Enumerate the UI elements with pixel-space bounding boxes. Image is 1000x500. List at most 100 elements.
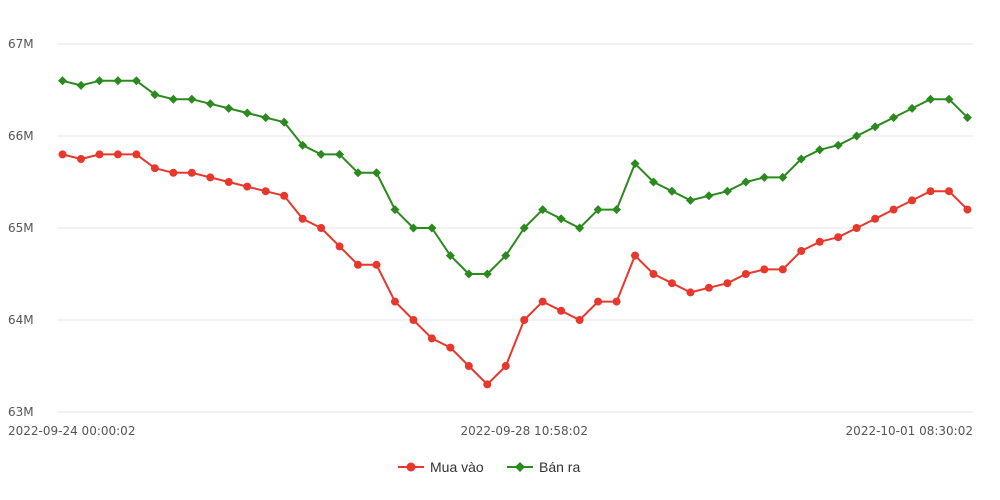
data-point[interactable] — [335, 149, 345, 159]
data-point[interactable] — [741, 177, 751, 187]
data-point[interactable] — [169, 168, 178, 177]
data-point[interactable] — [113, 76, 123, 86]
data-point[interactable] — [483, 380, 492, 389]
data-point[interactable] — [815, 145, 825, 155]
data-point[interactable] — [187, 168, 196, 177]
data-point[interactable] — [58, 76, 68, 86]
data-point[interactable] — [796, 154, 806, 164]
data-point[interactable] — [741, 270, 750, 278]
data-point[interactable] — [77, 155, 86, 163]
data-point[interactable] — [557, 306, 566, 315]
data-point[interactable] — [723, 279, 732, 288]
data-point[interactable] — [132, 150, 141, 159]
data-point[interactable] — [335, 242, 344, 251]
data-point[interactable] — [722, 186, 732, 196]
data-point[interactable] — [870, 122, 880, 132]
data-point[interactable] — [833, 140, 843, 150]
data-point[interactable] — [520, 316, 529, 324]
data-point[interactable] — [427, 334, 436, 343]
data-point[interactable] — [907, 103, 917, 113]
data-point[interactable] — [519, 223, 529, 233]
data-point[interactable] — [242, 108, 252, 118]
data-point[interactable] — [612, 297, 621, 306]
data-point[interactable] — [630, 159, 640, 169]
data-point[interactable] — [464, 269, 474, 279]
data-point[interactable] — [501, 362, 510, 370]
data-point[interactable] — [962, 113, 972, 123]
data-point[interactable] — [871, 214, 880, 223]
data-point[interactable] — [168, 94, 178, 104]
data-point[interactable] — [908, 196, 917, 205]
data-point[interactable] — [538, 205, 548, 215]
data-point[interactable] — [556, 214, 566, 224]
data-point[interactable] — [95, 150, 104, 159]
data-point[interactable] — [224, 178, 233, 186]
data-point[interactable] — [575, 223, 585, 233]
data-point[interactable] — [187, 94, 197, 104]
data-point[interactable] — [261, 113, 271, 123]
data-point[interactable] — [76, 80, 86, 90]
data-point[interactable] — [593, 205, 603, 215]
data-point[interactable] — [889, 205, 898, 214]
data-point[interactable] — [372, 260, 381, 269]
data-point[interactable] — [409, 316, 418, 324]
data-point[interactable] — [390, 297, 399, 306]
data-point[interactable] — [649, 270, 658, 278]
data-point[interactable] — [631, 251, 640, 260]
data-point[interactable] — [445, 251, 455, 261]
data-point[interactable] — [390, 205, 400, 215]
data-point[interactable] — [224, 103, 234, 113]
data-point[interactable] — [371, 168, 381, 178]
data-point[interactable] — [575, 316, 584, 324]
data-point[interactable] — [446, 343, 455, 352]
data-point[interactable] — [667, 186, 677, 196]
data-point[interactable] — [316, 149, 326, 159]
data-point[interactable] — [94, 76, 104, 86]
data-point[interactable] — [298, 214, 307, 223]
data-point[interactable] — [206, 173, 215, 182]
data-point[interactable] — [667, 279, 676, 288]
data-point[interactable] — [815, 237, 824, 246]
data-point[interactable] — [612, 205, 622, 215]
data-point[interactable] — [778, 172, 788, 182]
data-point[interactable] — [205, 99, 215, 109]
data-point[interactable] — [427, 223, 437, 233]
data-point[interactable] — [317, 224, 326, 232]
data-point[interactable] — [685, 195, 695, 205]
data-point[interactable] — [686, 288, 695, 297]
data-point[interactable] — [354, 260, 363, 269]
data-point[interactable] — [834, 233, 843, 242]
data-point[interactable] — [704, 283, 713, 292]
data-point[interactable] — [113, 150, 122, 159]
data-point[interactable] — [501, 251, 511, 261]
data-point[interactable] — [852, 131, 862, 141]
legend-item-ban-ra[interactable]: Bán ra — [507, 459, 580, 475]
data-point[interactable] — [279, 117, 289, 127]
data-point[interactable] — [280, 191, 289, 200]
data-point[interactable] — [760, 265, 769, 274]
data-point[interactable] — [594, 297, 603, 306]
data-point[interactable] — [58, 150, 67, 159]
data-point[interactable] — [926, 187, 935, 196]
data-point[interactable] — [704, 191, 714, 201]
data-point[interactable] — [778, 265, 787, 274]
data-point[interactable] — [482, 269, 492, 279]
data-point[interactable] — [649, 177, 659, 187]
data-point[interactable] — [261, 187, 270, 196]
data-point[interactable] — [759, 172, 769, 182]
data-point[interactable] — [353, 168, 363, 178]
data-point[interactable] — [243, 182, 252, 191]
data-point[interactable] — [944, 94, 954, 104]
data-point[interactable] — [852, 224, 861, 232]
legend-item-mua-vao[interactable]: Mua vào — [398, 459, 484, 475]
data-point[interactable] — [963, 205, 972, 214]
data-point[interactable] — [131, 76, 141, 86]
data-point[interactable] — [464, 362, 473, 370]
legend[interactable]: Mua vào Bán ra — [398, 459, 580, 475]
data-point[interactable] — [889, 113, 899, 123]
data-point[interactable] — [298, 140, 308, 150]
data-point[interactable] — [150, 164, 159, 173]
data-point[interactable] — [926, 94, 936, 104]
data-point[interactable] — [150, 90, 160, 100]
data-point[interactable] — [944, 187, 953, 196]
